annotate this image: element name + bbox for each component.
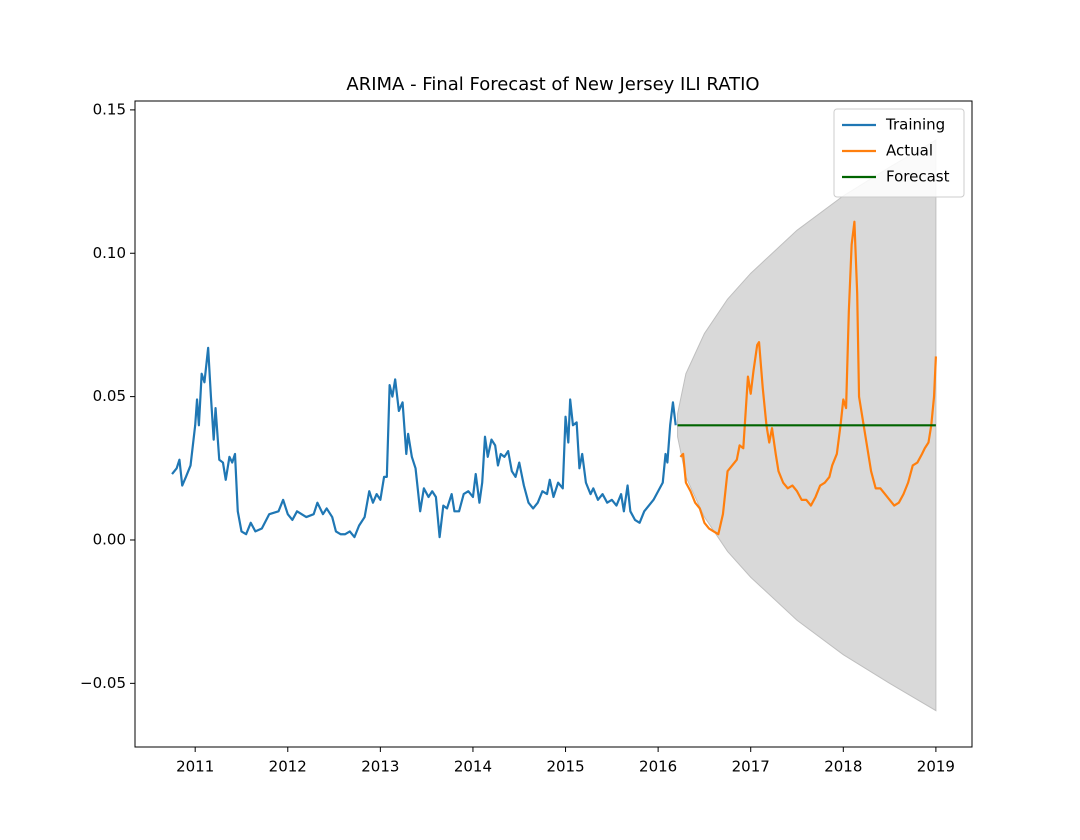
legend-label: Actual <box>886 142 933 160</box>
x-tick-label: 2014 <box>454 758 492 776</box>
series-line <box>171 346 677 539</box>
y-tick-label: 0.00 <box>93 530 126 548</box>
x-tick-label: 2011 <box>176 758 214 776</box>
y-tick-label: 0.10 <box>93 244 126 262</box>
x-tick-label: 2015 <box>546 758 584 776</box>
x-tick-label: 2013 <box>361 758 399 776</box>
legend-label: Training <box>885 116 945 134</box>
plot-frame <box>134 100 973 748</box>
y-tick-label: 0.15 <box>93 100 126 118</box>
legend-label: Forecast <box>886 168 950 186</box>
x-tick-label: 2012 <box>269 758 307 776</box>
x-tick-label: 2016 <box>639 758 677 776</box>
chart-title: ARIMA - Final Forecast of New Jersey ILI… <box>346 74 759 95</box>
x-tick-label: 2019 <box>917 758 955 776</box>
y-tick-label: 0.05 <box>93 387 126 405</box>
legend-box <box>833 108 965 198</box>
series-line <box>679 220 937 536</box>
x-tick-label: 2017 <box>732 758 770 776</box>
y-tick-label: −0.05 <box>80 674 126 692</box>
x-tick-label: 2018 <box>824 758 862 776</box>
